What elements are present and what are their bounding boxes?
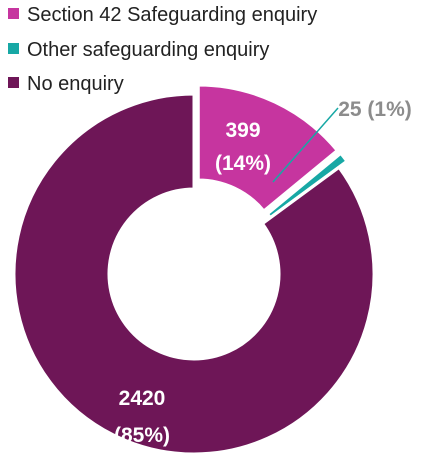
data-label-no-enquiry-value: 2420 — [119, 387, 166, 410]
donut-slices — [12, 83, 376, 456]
legend-swatch-other — [8, 43, 19, 54]
legend: Section 42 Safeguarding enquiry Other sa… — [8, 4, 317, 95]
legend-swatch-section42 — [8, 8, 19, 19]
legend-label-section42: Section 42 Safeguarding enquiry — [27, 4, 317, 26]
legend-swatch-no-enquiry — [8, 77, 19, 88]
legend-label-other: Other safeguarding enquiry — [27, 39, 269, 61]
data-label-no-enquiry-percent: (85%) — [114, 424, 170, 447]
leader-line-other — [272, 107, 339, 183]
data-label-section42-value: 399 — [225, 119, 260, 142]
legend-label-no-enquiry: No enquiry — [27, 73, 124, 95]
slice-no-enquiry — [12, 92, 376, 456]
data-label-section42-percent: (14%) — [215, 152, 271, 175]
slice-section42 — [196, 83, 339, 213]
data-label-other: 25 (1%) — [338, 98, 412, 121]
